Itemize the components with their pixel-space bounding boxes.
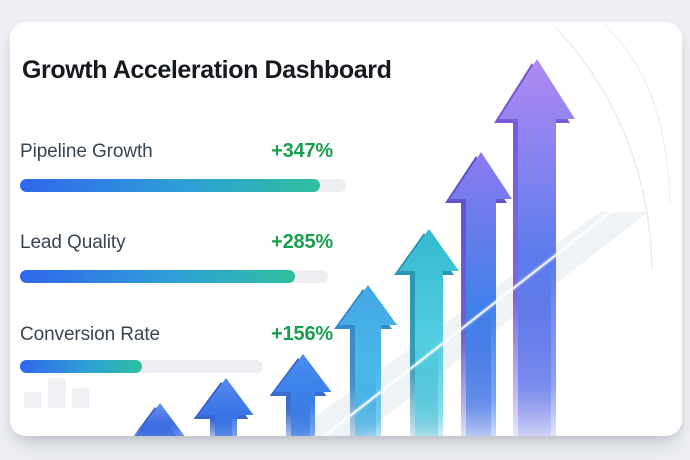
progress-fill (20, 179, 320, 192)
dashboard-card: Growth Acceleration Dashboard Pipeline G… (10, 22, 682, 436)
metric-value: +156% (271, 323, 333, 345)
metric-label: Lead Quality (20, 232, 126, 253)
metric-row-pipeline-growth: Pipeline Growth +347% (20, 140, 333, 163)
page-title: Growth Acceleration Dashboard (22, 56, 392, 84)
progress-fill (20, 360, 142, 373)
metric-row-lead-quality: Lead Quality +285% (20, 231, 333, 254)
metric-value: +347% (271, 140, 333, 162)
metric-value: +285% (271, 231, 333, 253)
metric-row-conversion-rate: Conversion Rate +156% (20, 323, 333, 346)
metric-label: Pipeline Growth (20, 141, 153, 162)
metric-label: Conversion Rate (20, 324, 161, 345)
progress-fill (20, 270, 295, 283)
